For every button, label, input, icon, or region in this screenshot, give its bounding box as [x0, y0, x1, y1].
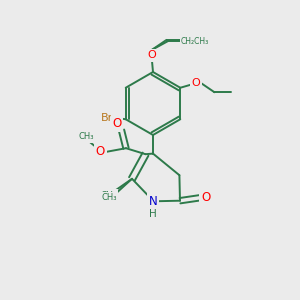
- Text: CH₃: CH₃: [79, 132, 94, 141]
- Text: O: O: [191, 78, 200, 88]
- Text: H: H: [149, 209, 157, 219]
- Text: CH₃: CH₃: [100, 190, 117, 200]
- Text: N: N: [148, 195, 158, 208]
- Text: CH₂CH₃: CH₂CH₃: [181, 37, 209, 46]
- Text: Br: Br: [101, 113, 113, 123]
- Text: O: O: [147, 50, 156, 61]
- Text: O: O: [96, 145, 105, 158]
- Text: CH₃: CH₃: [101, 193, 117, 202]
- Text: O: O: [201, 191, 210, 204]
- Text: O: O: [112, 117, 122, 130]
